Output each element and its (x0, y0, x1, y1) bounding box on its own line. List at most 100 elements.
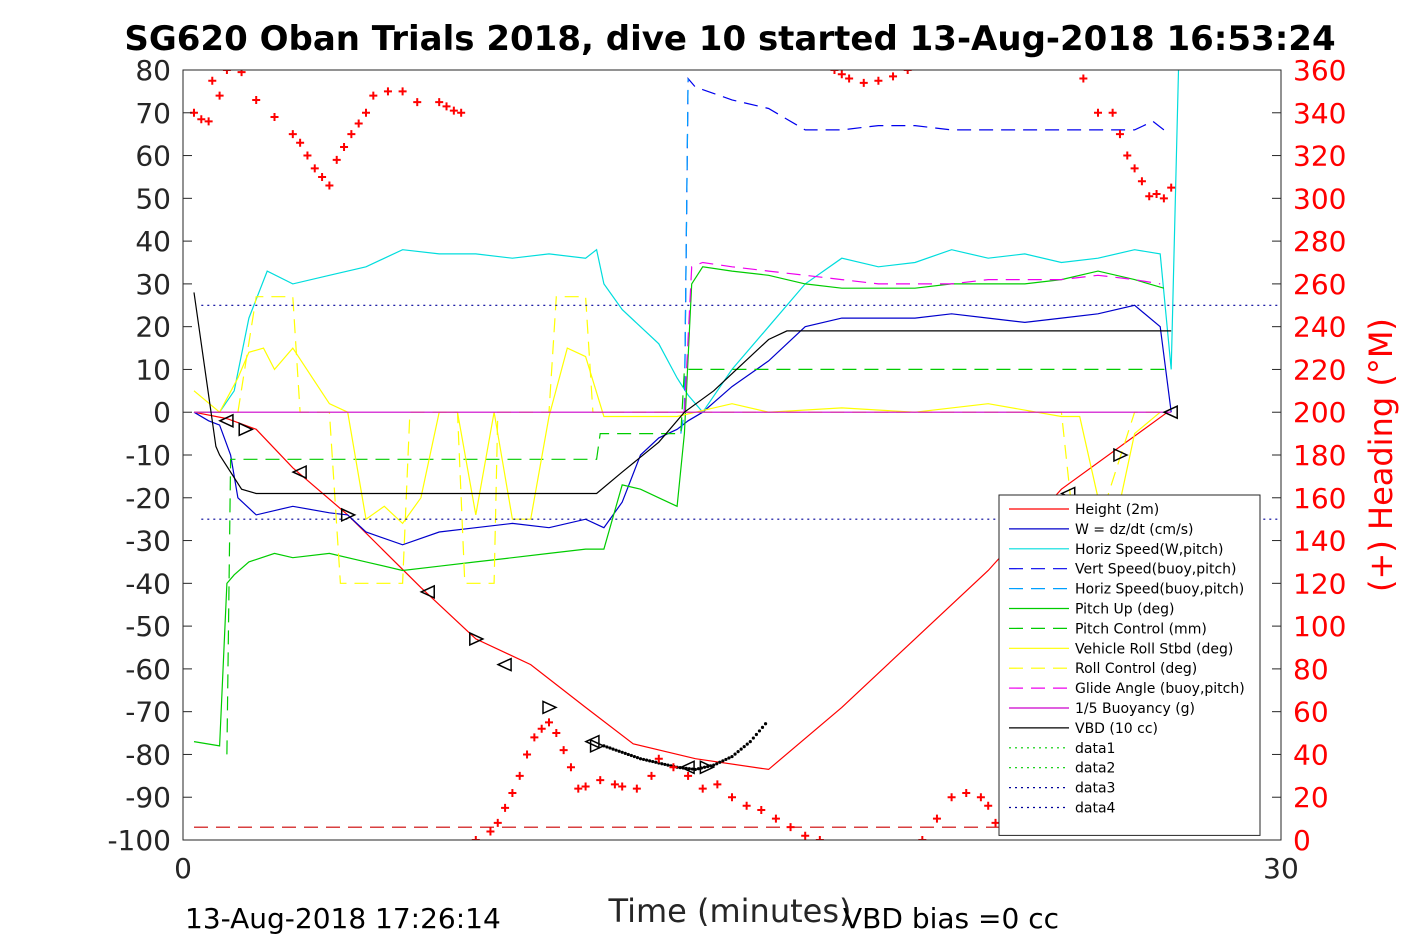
triangle-marker (238, 422, 255, 437)
heading-marker (771, 814, 780, 823)
heading-marker (508, 788, 517, 797)
series-vert-speed-buoy-pitch-line (683, 77, 1165, 413)
heading-marker (632, 784, 641, 793)
heading-marker (728, 793, 736, 802)
heading-marker (270, 113, 279, 122)
left-tick-label: 50 (135, 182, 171, 215)
heading-marker (610, 780, 619, 789)
triangle-marker (218, 413, 234, 428)
heading-marker (552, 729, 561, 738)
height-dot-marker (666, 763, 670, 767)
height-dot-marker (718, 760, 722, 764)
legend-label: Pitch Up (deg) (1075, 602, 1174, 618)
heading-marker (471, 836, 480, 840)
series-height-2m-line (193, 411, 1168, 771)
height-dot-marker (651, 759, 655, 764)
series-vbd-10-cc-line (193, 292, 1172, 495)
height-dot-marker (727, 756, 731, 760)
right-tick-label: 20 (1293, 781, 1329, 814)
heading-marker (340, 143, 349, 151)
heading-marker (874, 76, 883, 85)
heading-marker (859, 78, 868, 87)
left-tick-label: -20 (125, 482, 171, 515)
heading-marker (932, 814, 941, 823)
x-tick-label: 0 (174, 852, 192, 885)
right-tick-label: 220 (1293, 353, 1346, 386)
heading-marker (310, 164, 319, 173)
height-dot-marker (739, 747, 743, 751)
heading-marker (347, 130, 356, 139)
height-dot-marker (626, 752, 630, 757)
heading-marker (815, 836, 824, 840)
legend-label: Horiz Speed(W,pitch) (1075, 542, 1223, 558)
left-tick-label: -30 (125, 525, 171, 558)
height-dot-marker (760, 725, 765, 729)
left-tick-label: -50 (125, 610, 171, 643)
heading-marker (1152, 190, 1161, 199)
heading-marker (197, 115, 206, 124)
heading-marker (1079, 74, 1088, 83)
left-tick-label: 70 (135, 97, 171, 130)
heading-marker (742, 801, 751, 810)
heading-marker (501, 803, 510, 812)
heading-marker (574, 784, 583, 793)
heading-marker (204, 117, 213, 126)
heading-marker (596, 776, 605, 785)
triangle-marker (542, 700, 558, 715)
left-tick-label: -60 (125, 653, 171, 686)
heading-marker (684, 771, 693, 780)
triangle-marker (496, 657, 512, 672)
left-tick-label: 40 (135, 225, 171, 258)
heading-marker (362, 108, 370, 117)
left-tick-label: -100 (107, 824, 171, 857)
height-dot-marker (745, 742, 749, 746)
triangle-marker (291, 464, 307, 480)
heading-marker (976, 793, 985, 802)
heading-marker (698, 784, 707, 793)
footer-timestamp: 13-Aug-2018 17:26:14 (185, 902, 501, 935)
height-dot-marker (608, 746, 612, 750)
left-tick-label: -70 (125, 696, 171, 729)
left-tick-label: -90 (125, 781, 171, 814)
height-dot-marker (605, 745, 609, 749)
height-dot-marker (648, 759, 652, 763)
triangle-marker (699, 760, 716, 775)
plot-area (189, 70, 1281, 840)
height-dot-marker (654, 760, 658, 764)
height-dot-marker (742, 745, 746, 749)
heading-marker (918, 836, 927, 840)
x-tick-label: 30 (1263, 852, 1299, 885)
series-vehicle-roll-stbd-deg-line (193, 347, 1161, 525)
heading-marker (1094, 108, 1102, 117)
height-dot-marker (702, 765, 707, 769)
series-horiz-speed-w-pitch-line (194, 70, 1180, 414)
heading-marker (1130, 164, 1139, 173)
legend-label: Roll Control (deg) (1075, 661, 1197, 677)
right-tick-label: 340 (1293, 97, 1346, 130)
right-tick-label: 180 (1293, 439, 1346, 472)
triangle-marker (419, 584, 435, 600)
height-dot-marker (712, 763, 716, 767)
heading-marker (566, 763, 575, 772)
height-dot-marker (721, 759, 725, 763)
heading-marker (442, 102, 451, 111)
height-dot-marker (730, 754, 734, 759)
height-dot-marker (757, 729, 762, 733)
legend-label: Height (2m) (1075, 502, 1159, 518)
height-dot-marker (724, 757, 728, 762)
legend-label: Glide Angle (buoy,pitch) (1075, 681, 1245, 697)
heading-marker (486, 827, 495, 836)
right-tick-label: 160 (1293, 482, 1346, 515)
right-tick-label: 120 (1293, 567, 1346, 600)
legend-label: VBD (10 cc) (1075, 721, 1158, 737)
height-dot-marker (641, 757, 646, 762)
heading-marker (618, 782, 627, 791)
legend: Height (2m) W = dz/dt (cm/s) Horiz Speed(W… (998, 494, 1261, 836)
height-dot-marker (623, 751, 627, 755)
left-tick-label: -10 (125, 439, 171, 472)
legend-label: 1/5 Buoyancy (g) (1075, 701, 1195, 717)
heading-marker (845, 74, 854, 83)
height-dot-marker (617, 749, 621, 753)
heading-marker (713, 780, 722, 789)
heading-marker (669, 763, 678, 772)
